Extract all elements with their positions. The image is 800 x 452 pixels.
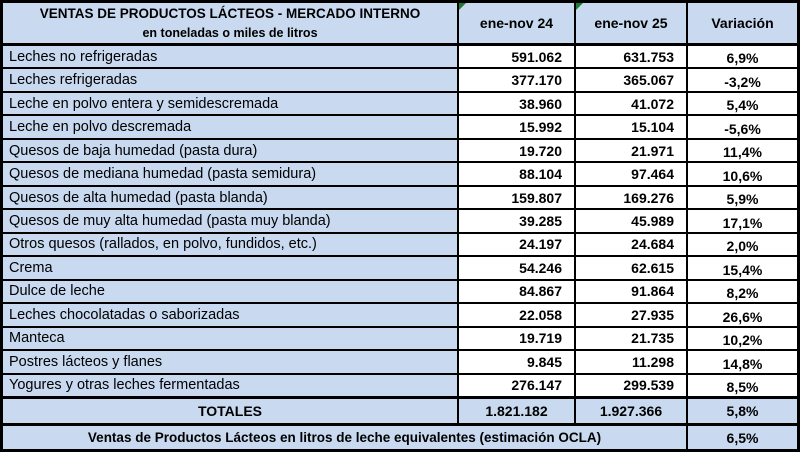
value-2024: 39.285 xyxy=(459,210,574,232)
totals-value-2024: 1.821.182 xyxy=(459,399,574,424)
column-header-variation: Variación xyxy=(688,3,797,43)
value-2025: 27.935 xyxy=(576,304,686,326)
column-header-2025: ene-nov 25 xyxy=(576,3,686,43)
value-2024: 19.720 xyxy=(459,139,574,162)
value-2025: 62.615 xyxy=(576,257,686,279)
value-2025: 631.753 xyxy=(576,46,686,68)
cell-corner-marker-icon xyxy=(576,3,583,10)
footer-variation: 6,5% xyxy=(688,426,797,450)
table-row: Yogures y otras leches fermentadas 276.1… xyxy=(3,374,797,397)
variation-value: 15,4% xyxy=(688,257,797,279)
cell-corner-marker-icon xyxy=(459,3,466,10)
product-label: Quesos de muy alta humedad (pasta muy bl… xyxy=(3,210,457,232)
column-header-2025-label: ene-nov 25 xyxy=(594,15,668,31)
product-label: Leches chocolatadas o saborizadas xyxy=(3,304,457,326)
table-row: Dulce de leche 84.867 91.864 8,2% xyxy=(3,280,797,303)
variation-value: 8,2% xyxy=(688,280,797,303)
product-label: Yogures y otras leches fermentadas xyxy=(3,374,457,397)
table-row: Crema 54.246 62.615 15,4% xyxy=(3,257,797,279)
value-2024: 22.058 xyxy=(459,304,574,326)
variation-value: 5,4% xyxy=(688,92,797,115)
column-header-2024: ene-nov 24 xyxy=(459,3,574,43)
table-row: Manteca 19.719 21.735 10,2% xyxy=(3,327,797,350)
value-2024: 38.960 xyxy=(459,92,574,115)
value-2025: 97.464 xyxy=(576,163,686,185)
value-2025: 169.276 xyxy=(576,186,686,209)
variation-value: -3,2% xyxy=(688,69,797,91)
product-label: Quesos de mediana humedad (pasta semidur… xyxy=(3,163,457,185)
table-row: Leche en polvo descremada 15.992 15.104 … xyxy=(3,116,797,138)
totals-value-2025: 1.927.366 xyxy=(576,399,686,424)
value-2024: 84.867 xyxy=(459,280,574,303)
value-2025: 15.104 xyxy=(576,116,686,138)
value-2024: 15.992 xyxy=(459,116,574,138)
table-row: Leche en polvo entera y semidescremada 3… xyxy=(3,92,797,115)
product-label: Dulce de leche xyxy=(3,280,457,303)
table-title: VENTAS DE PRODUCTOS LÁCTEOS - MERCADO IN… xyxy=(39,6,421,22)
product-label: Leche en polvo descremada xyxy=(3,116,457,138)
value-2025: 41.072 xyxy=(576,92,686,115)
value-2024: 24.197 xyxy=(459,233,574,256)
product-label: Leches refrigeradas xyxy=(3,69,457,91)
value-2025: 45.989 xyxy=(576,210,686,232)
table-row: Otros quesos (rallados, en polvo, fundid… xyxy=(3,233,797,256)
value-2024: 159.807 xyxy=(459,186,574,209)
table-row: Quesos de baja humedad (pasta dura) 19.7… xyxy=(3,139,797,162)
value-2025: 21.735 xyxy=(576,327,686,350)
footer-label: Ventas de Productos Lácteos en litros de… xyxy=(3,426,686,450)
value-2025: 91.864 xyxy=(576,280,686,303)
variation-value: -5,6% xyxy=(688,116,797,138)
value-2025: 365.067 xyxy=(576,69,686,91)
column-header-2024-label: ene-nov 24 xyxy=(479,15,554,31)
table-row: Postres lácteos y flanes 9.845 11.298 14… xyxy=(3,351,797,373)
totals-label: TOTALES xyxy=(3,399,457,424)
table-subtitle: en toneladas o miles de litros xyxy=(142,25,318,40)
variation-value: 10,2% xyxy=(688,327,797,350)
table-row: Quesos de mediana humedad (pasta semidur… xyxy=(3,163,797,185)
value-2025: 21.971 xyxy=(576,139,686,162)
variation-value: 14,8% xyxy=(688,351,797,373)
variation-value: 8,5% xyxy=(688,374,797,397)
value-2025: 24.684 xyxy=(576,233,686,256)
value-2025: 11.298 xyxy=(576,351,686,373)
product-label: Leche en polvo entera y semidescremada xyxy=(3,92,457,115)
table-header-row: VENTAS DE PRODUCTOS LÁCTEOS - MERCADO IN… xyxy=(3,3,797,43)
value-2024: 591.062 xyxy=(459,46,574,68)
variation-value: 6,9% xyxy=(688,46,797,68)
footer-row: Ventas de Productos Lácteos en litros de… xyxy=(3,426,797,450)
variation-value: 11,4% xyxy=(688,139,797,162)
product-label: Manteca xyxy=(3,327,457,350)
column-header-variation-label: Variación xyxy=(711,15,774,31)
table-title-cell: VENTAS DE PRODUCTOS LÁCTEOS - MERCADO IN… xyxy=(3,3,457,43)
value-2024: 54.246 xyxy=(459,257,574,279)
product-label: Quesos de alta humedad (pasta blanda) xyxy=(3,186,457,209)
totals-variation: 5,8% xyxy=(688,399,797,424)
product-label: Crema xyxy=(3,257,457,279)
product-label: Leches no refrigeradas xyxy=(3,46,457,68)
variation-value: 26,6% xyxy=(688,304,797,326)
variation-value: 5,9% xyxy=(688,186,797,209)
table-row: Quesos de muy alta humedad (pasta muy bl… xyxy=(3,210,797,232)
variation-value: 17,1% xyxy=(688,210,797,232)
variation-value: 2,0% xyxy=(688,233,797,256)
variation-value: 10,6% xyxy=(688,163,797,185)
value-2024: 9.845 xyxy=(459,351,574,373)
value-2024: 276.147 xyxy=(459,374,574,397)
totals-row: TOTALES 1.821.182 1.927.366 5,8% xyxy=(3,399,797,424)
table-row: Leches refrigeradas 377.170 365.067 -3,2… xyxy=(3,69,797,91)
value-2024: 19.719 xyxy=(459,327,574,350)
product-label: Quesos de baja humedad (pasta dura) xyxy=(3,139,457,162)
table-row: Quesos de alta humedad (pasta blanda) 15… xyxy=(3,186,797,209)
product-label: Otros quesos (rallados, en polvo, fundid… xyxy=(3,233,457,256)
value-2025: 299.539 xyxy=(576,374,686,397)
value-2024: 377.170 xyxy=(459,69,574,91)
table-row: Leches no refrigeradas 591.062 631.753 6… xyxy=(3,46,797,68)
value-2024: 88.104 xyxy=(459,163,574,185)
table-row: Leches chocolatadas o saborizadas 22.058… xyxy=(3,304,797,326)
product-label: Postres lácteos y flanes xyxy=(3,351,457,373)
